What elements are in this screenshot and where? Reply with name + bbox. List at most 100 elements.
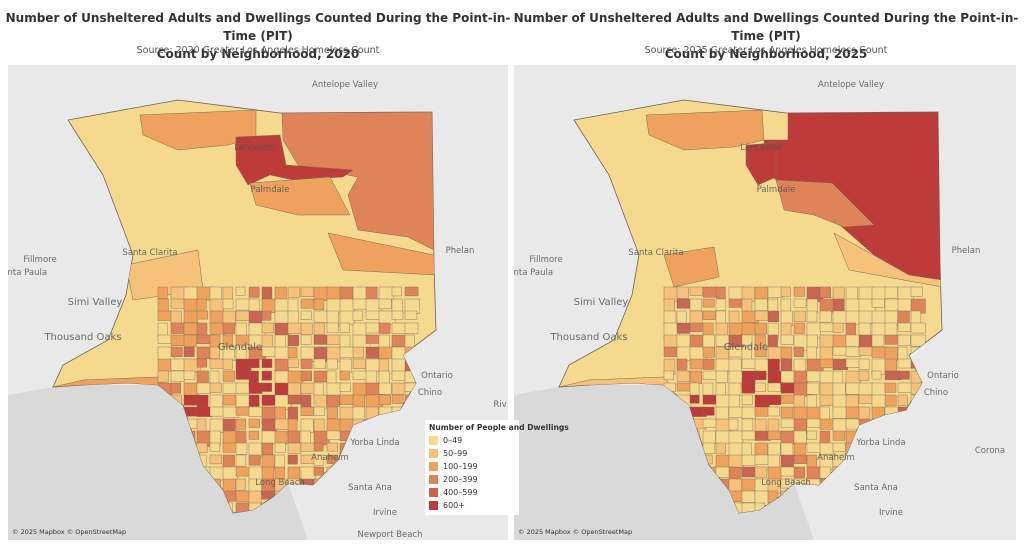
neighborhood bbox=[365, 286, 378, 300]
neighborhood bbox=[728, 454, 744, 469]
neighborhood bbox=[728, 382, 742, 396]
neighborhood bbox=[780, 334, 794, 345]
neighborhood bbox=[897, 478, 915, 490]
neighborhood bbox=[261, 298, 277, 313]
neighborhood bbox=[378, 454, 389, 470]
neighborhood bbox=[352, 358, 367, 369]
legend-swatch bbox=[429, 501, 438, 510]
neighborhood bbox=[300, 358, 313, 369]
neighborhood bbox=[702, 418, 719, 428]
place-label: Irvine bbox=[879, 508, 903, 518]
neighborhood bbox=[404, 478, 420, 488]
neighborhood bbox=[300, 502, 315, 513]
neighborhood bbox=[352, 346, 364, 359]
neighborhood bbox=[248, 394, 260, 407]
neighborhood bbox=[741, 322, 757, 336]
neighborhood bbox=[832, 466, 843, 483]
neighborhood bbox=[806, 394, 817, 408]
neighborhood bbox=[845, 502, 860, 513]
neighborhood bbox=[806, 430, 817, 440]
neighborhood bbox=[378, 394, 391, 405]
neighborhood bbox=[222, 370, 235, 382]
neighborhood bbox=[404, 322, 419, 334]
neighborhood bbox=[391, 286, 403, 297]
neighborhood bbox=[352, 394, 365, 408]
neighborhood bbox=[741, 454, 756, 466]
neighborhood bbox=[235, 310, 251, 322]
legend-label: 0–49 bbox=[443, 436, 463, 445]
neighborhood bbox=[209, 358, 224, 369]
neighborhood bbox=[663, 298, 675, 312]
neighborhood bbox=[261, 286, 273, 301]
legend-swatch bbox=[429, 462, 438, 471]
neighborhood bbox=[249, 176, 351, 216]
title-line: Number of Unsheltered Adults and Dwellin… bbox=[513, 11, 1019, 43]
neighborhood bbox=[884, 466, 896, 481]
neighborhood bbox=[287, 310, 299, 325]
neighborhood bbox=[676, 322, 690, 334]
neighborhood bbox=[339, 322, 350, 333]
neighborhood bbox=[845, 490, 861, 506]
neighborhood bbox=[300, 430, 311, 444]
place-label: Thousand Oaks bbox=[549, 332, 627, 343]
neighborhood bbox=[287, 430, 301, 444]
title-line: Number of Unsheltered Adults and Dwellin… bbox=[5, 11, 511, 43]
neighborhood bbox=[326, 502, 341, 513]
neighborhood bbox=[715, 298, 727, 311]
neighborhood bbox=[391, 454, 409, 464]
legend: Number of People and Dwellings 0–49 50–99 1… bbox=[425, 420, 569, 515]
neighborhood bbox=[300, 406, 314, 416]
neighborhood bbox=[222, 454, 235, 469]
neighborhood bbox=[910, 478, 923, 488]
neighborhood bbox=[404, 466, 422, 476]
title: Number of Unsheltered Adults and Dwellin… bbox=[5, 9, 511, 63]
neighborhood bbox=[767, 310, 780, 322]
neighborhood bbox=[300, 490, 316, 505]
neighborhood bbox=[793, 286, 806, 297]
neighborhood bbox=[858, 310, 873, 324]
neighborhood bbox=[209, 370, 220, 385]
regions bbox=[559, 109, 942, 513]
neighborhood bbox=[910, 286, 923, 297]
neighborhood bbox=[884, 382, 897, 393]
neighborhood bbox=[910, 346, 927, 356]
place-label: Santa Paula bbox=[8, 268, 47, 278]
neighborhood bbox=[209, 454, 222, 465]
neighborhood bbox=[261, 430, 277, 445]
neighborhood bbox=[391, 490, 408, 502]
neighborhood bbox=[897, 334, 911, 346]
neighborhood bbox=[819, 418, 835, 430]
neighborhood bbox=[365, 454, 382, 465]
neighborhood bbox=[313, 442, 324, 452]
neighborhood bbox=[845, 310, 861, 325]
neighborhood bbox=[287, 346, 298, 358]
neighborhood bbox=[287, 334, 299, 346]
neighborhood bbox=[884, 418, 900, 431]
neighborhood bbox=[391, 394, 404, 404]
neighborhood bbox=[767, 394, 781, 406]
neighborhood bbox=[845, 466, 859, 476]
neighborhood bbox=[404, 442, 418, 456]
neighborhood bbox=[313, 298, 325, 311]
neighborhood bbox=[845, 394, 859, 409]
neighborhood bbox=[222, 322, 235, 335]
neighborhood bbox=[365, 406, 379, 421]
neighborhood bbox=[819, 502, 834, 513]
neighborhood bbox=[897, 490, 915, 500]
neighborhood bbox=[833, 232, 942, 288]
neighborhood bbox=[858, 502, 871, 513]
neighborhood bbox=[780, 454, 794, 467]
place-label: Santa Ana bbox=[348, 483, 392, 493]
neighborhood bbox=[728, 418, 739, 431]
neighborhood bbox=[715, 370, 728, 384]
attribution: © 2025 Mapbox © OpenStreetMap bbox=[12, 528, 126, 536]
neighborhood bbox=[741, 298, 753, 313]
neighborhood bbox=[339, 310, 355, 325]
neighborhood bbox=[780, 442, 794, 456]
neighborhood bbox=[378, 322, 391, 334]
legend-label: 50–99 bbox=[443, 449, 468, 458]
neighborhood bbox=[663, 334, 678, 348]
neighborhood bbox=[326, 454, 338, 464]
neighborhood bbox=[300, 418, 314, 433]
